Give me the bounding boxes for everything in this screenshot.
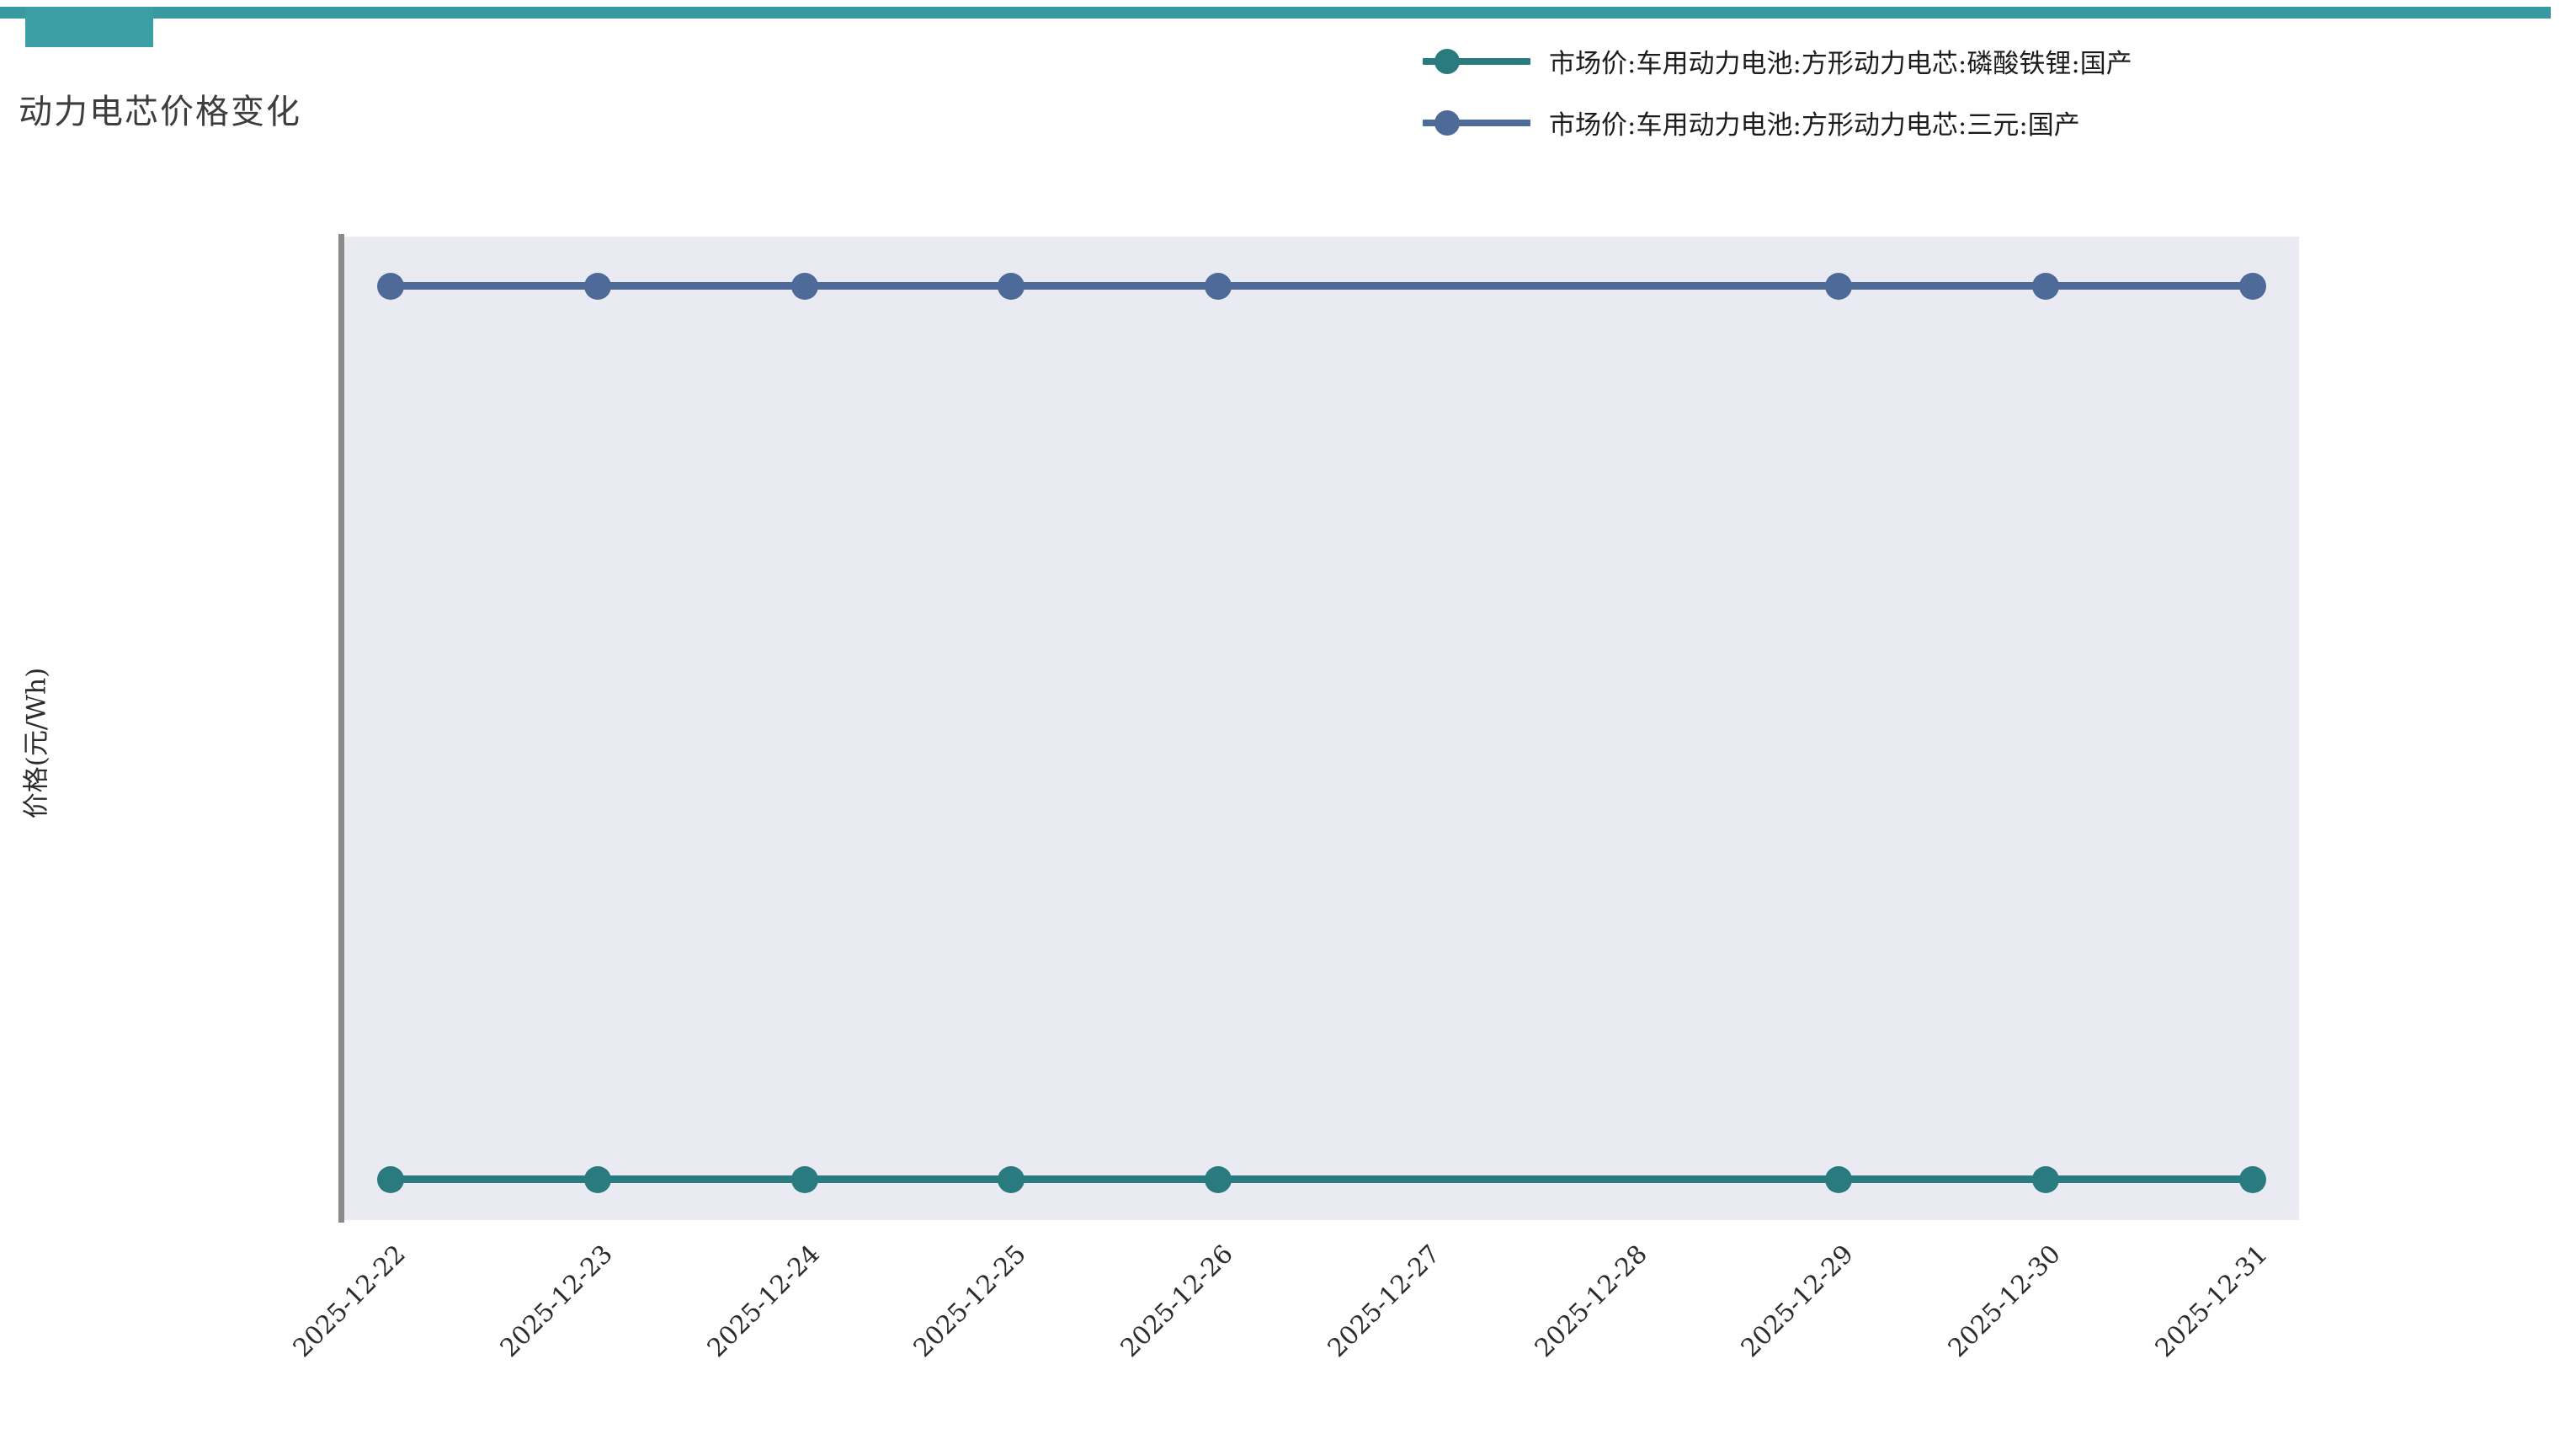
top-accent-block — [25, 7, 153, 47]
x-axis-tick-label: 2025-12-24 — [701, 1239, 826, 1364]
data-point-marker[interactable] — [1205, 1165, 1232, 1193]
legend-item[interactable]: 市场价:车用动力电池:方形动力电芯:磷酸铁锂:国产 — [1423, 42, 2132, 80]
y-axis-spine — [338, 234, 344, 1223]
y-axis-label: 价格(元/Wh) — [21, 667, 52, 819]
plot-background — [344, 237, 2299, 1220]
data-point-marker[interactable] — [790, 1165, 818, 1193]
x-axis-tick-label: 2025-12-30 — [1942, 1239, 2067, 1364]
series-line — [391, 1175, 2253, 1184]
data-point-marker[interactable] — [790, 272, 818, 300]
x-axis-tick-label: 2025-12-28 — [1529, 1239, 1653, 1364]
x-axis-tick-label: 2025-12-29 — [1736, 1239, 1860, 1364]
legend-item-label: 市场价:车用动力电池:方形动力电芯:三元:国产 — [1549, 110, 2080, 141]
legend-item[interactable]: 市场价:车用动力电池:方形动力电芯:三元:国产 — [1423, 104, 2132, 141]
x-axis-tick-label: 2025-12-25 — [908, 1239, 1033, 1364]
data-point-marker[interactable] — [2032, 1165, 2060, 1193]
data-point-marker[interactable] — [1205, 272, 1232, 300]
data-point-marker[interactable] — [2239, 1165, 2266, 1193]
x-axis-tick-label: 2025-12-23 — [494, 1239, 619, 1364]
y-axis-ticks: 价格(元/Wh) 0.320.340.360.380.400.42 — [0, 0, 324, 1439]
data-point-marker[interactable] — [583, 272, 611, 300]
chart-legend: 市场价:车用动力电池:方形动力电芯:磷酸铁锂:国产 市场价:车用动力电池:方形动… — [1423, 42, 2132, 141]
x-axis-tick-label: 2025-12-31 — [2149, 1239, 2274, 1364]
top-accent-bar — [0, 7, 2551, 19]
data-point-marker[interactable] — [583, 1165, 611, 1193]
data-point-marker[interactable] — [377, 272, 404, 300]
legend-item-label: 市场价:车用动力电池:方形动力电芯:磷酸铁锂:国产 — [1549, 49, 2132, 79]
x-axis-tick-label: 2025-12-26 — [1115, 1239, 1239, 1364]
page-title: 动力电芯价格变化 — [19, 93, 301, 131]
data-point-marker[interactable] — [1825, 272, 1853, 300]
data-point-marker[interactable] — [998, 1165, 1025, 1193]
x-axis-tick-label: 2025-12-27 — [1322, 1239, 1446, 1364]
data-point-marker[interactable] — [2239, 272, 2266, 300]
data-point-marker[interactable] — [2032, 272, 2060, 300]
series-line — [391, 282, 2253, 290]
legend-key-swatch — [1423, 48, 1530, 74]
legend-key-swatch — [1423, 109, 1530, 136]
data-point-marker[interactable] — [377, 1165, 404, 1193]
data-point-marker[interactable] — [1825, 1165, 1853, 1193]
data-point-marker[interactable] — [998, 272, 1025, 300]
